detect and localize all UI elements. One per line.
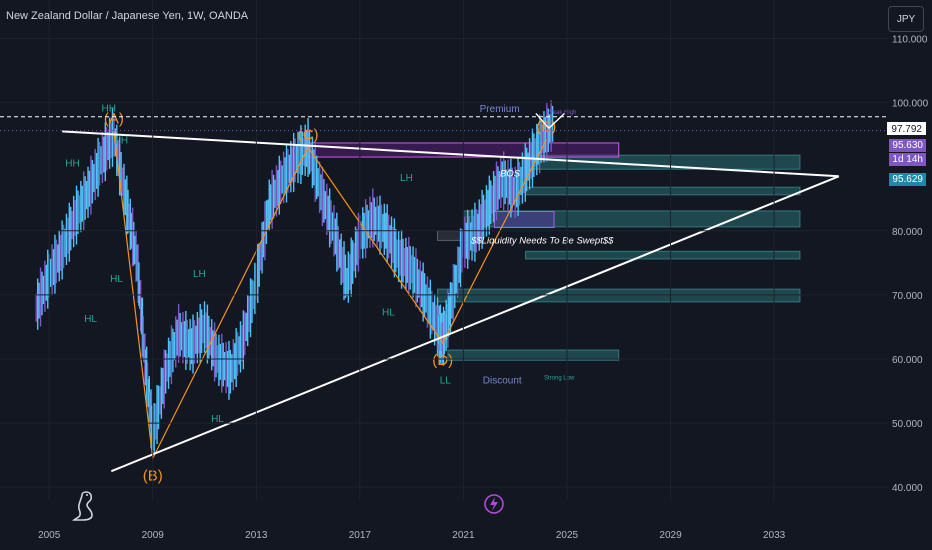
triangle-trendline [62,130,839,178]
liquidity-zone [437,288,801,303]
lightning-event-icon[interactable] [483,492,505,516]
wave-path [113,131,547,461]
chart-annotation: Weak High [547,110,576,116]
liquidity-zone [525,250,801,260]
x-tick-label: 2013 [245,530,268,541]
chart-annotation: HH [102,104,116,115]
chart-annotation: BOS [500,168,521,179]
x-tick-label: 2017 [349,530,372,541]
level-price-label: 95.630 [889,139,926,152]
level-price-label-2: 95.629 [889,173,926,186]
countdown-label: 1d 14h [889,153,926,166]
y-tick-label: 100.000 [892,99,929,110]
y-tick-label: 60.000 [892,355,923,366]
chart-annotation: Strong Low [544,375,575,381]
chart-annotation: LL [440,375,452,386]
x-tick-label: 2021 [452,530,475,541]
y-tick-label: 50.000 [892,419,923,430]
chart-annotation: LH [193,269,206,280]
y-tick-label: 40.000 [892,483,923,494]
y-tick-label: 80.000 [892,227,923,238]
chart-annotation: HL [382,307,395,318]
chart-annotation: HL [84,314,97,325]
x-tick-label: 2025 [556,530,579,541]
x-tick-label: 2009 [142,530,165,541]
y-tick-label: 70.000 [892,291,923,302]
x-tick-label: 2029 [659,530,682,541]
chart-annotation: $$Liquidity Needs To Be Swept$$ [470,236,614,247]
chart-annotation: HL [211,414,224,425]
triangle-layer [62,130,840,473]
chart-title: New Zealand Dollar / Japanese Yen, 1W, O… [6,10,249,22]
x-tick-label: 2033 [763,530,786,541]
wave-label: (E) [536,119,556,136]
chart-annotation: HL [110,274,123,285]
wave-label: (A) [104,110,124,127]
y-tick-label: 110.000 [892,34,928,45]
wave-label: (C) [298,126,319,143]
tradingview-dino-icon [72,491,93,521]
currency-button[interactable]: JPY [888,6,924,32]
chart-annotation: LH [400,173,413,184]
wave-label: (D) [432,352,453,369]
triangle-trendline [110,175,840,473]
chart-annotation: LH [115,136,128,147]
order-block [493,211,555,229]
chart-annotation: Premium [480,104,520,115]
target-arrow [535,112,565,129]
annotation-layer: HH HH LH HL HL LH HL LH HL LL Premium Discount Weak … [65,104,614,425]
x-tick-label: 2005 [38,530,61,541]
liquidity-zone [447,349,620,361]
wave-layer: (A)(B)(C)(D)(E) [104,110,565,484]
last-price-label: 97.792 [887,122,926,135]
chart-annotation: HH [65,159,79,170]
zone-layer [307,142,801,361]
chart-annotation: Discount [483,375,522,386]
